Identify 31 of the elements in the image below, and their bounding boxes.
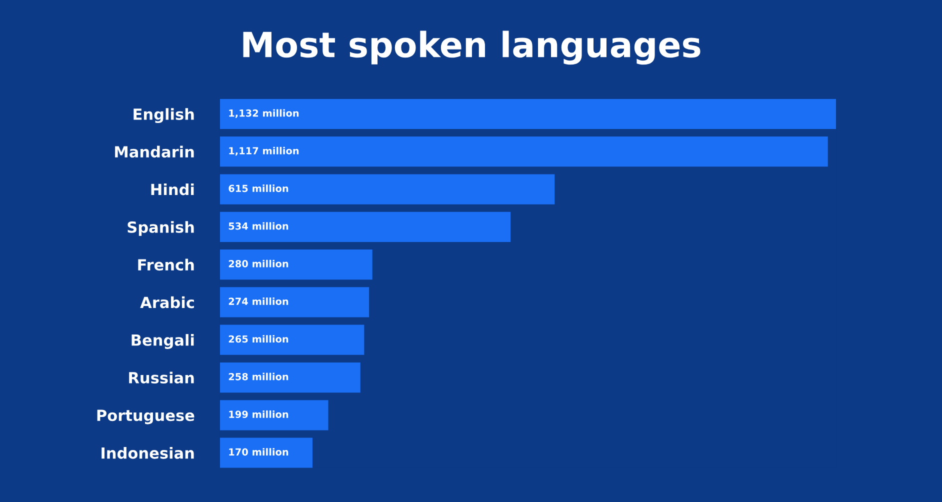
data-label: 274 million <box>228 298 288 306</box>
data-label: 170 million <box>229 448 288 456</box>
bar <box>220 400 328 430</box>
data-label: 615 million <box>228 184 288 192</box>
y-tick-label: Portuguese <box>97 410 194 424</box>
y-tick-label: French <box>138 258 194 271</box>
chart-title: Most spoken languages <box>243 30 700 65</box>
data-label: 1,117 million <box>229 146 299 156</box>
y-tick-label: English <box>134 108 194 124</box>
bar <box>220 324 364 355</box>
y-tick-label: Bengali <box>132 334 194 349</box>
data-label: 258 million <box>228 372 288 380</box>
bar <box>220 287 370 318</box>
bar <box>220 362 360 393</box>
y-tick-label: Mandarin <box>115 146 194 158</box>
data-label: 534 million <box>228 222 288 230</box>
bar <box>220 249 372 280</box>
y-tick-label: Arabic <box>140 296 194 308</box>
data-label: 265 million <box>228 335 288 343</box>
bar <box>220 174 555 204</box>
data-label: 280 million <box>228 260 288 268</box>
y-tick-label: Indonesian <box>102 447 194 459</box>
bar <box>220 438 312 468</box>
data-label: 1,132 million <box>229 109 299 118</box>
y-tick-label: Hindi <box>151 183 194 196</box>
bar <box>220 98 836 130</box>
bar <box>220 212 511 242</box>
data-label: 199 million <box>229 410 288 418</box>
bar <box>220 136 828 167</box>
y-tick-label: Spanish <box>128 221 194 236</box>
y-tick-label: Russian <box>129 372 194 384</box>
